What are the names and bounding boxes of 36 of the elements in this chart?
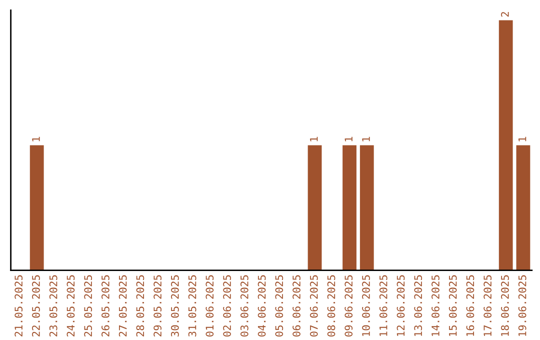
- x-tick-label: 22.05.2025: [32, 275, 40, 336]
- x-tick-label: 02.06.2025: [223, 275, 231, 336]
- data-label: 1: [310, 136, 318, 142]
- x-tick-label: 26.05.2025: [102, 275, 110, 336]
- x-tick-label: 12.06.2025: [396, 275, 405, 336]
- x-tick-label: 03.06.2025: [240, 275, 248, 336]
- x-tick-label: 16.06.2025: [466, 275, 474, 336]
- x-tick-label: 11.06.2025: [379, 275, 388, 336]
- x-tick-label: 07.06.2025: [310, 275, 318, 336]
- x-tick-label: 08.06.2025: [327, 275, 336, 336]
- x-tick-label: 17.06.2025: [484, 275, 492, 336]
- data-label: 2: [501, 12, 509, 17]
- x-tick-label: 27.05.2025: [118, 275, 127, 336]
- x-tick-label: 01.06.2025: [206, 275, 214, 336]
- data-label: 1: [32, 136, 40, 142]
- x-tick-label: 13.06.2025: [414, 275, 422, 336]
- x-tick-label: 29.05.2025: [154, 275, 162, 336]
- x-tick-label: 23.05.2025: [49, 275, 58, 336]
- x-tick-label: 14.06.2025: [432, 275, 440, 336]
- x-tick-label: 24.05.2025: [66, 275, 75, 336]
- x-tick-label: 10.06.2025: [362, 275, 370, 336]
- x-tick-label: 28.05.2025: [136, 275, 144, 336]
- x-tick-label: 06.06.2025: [292, 275, 300, 336]
- x-tick-label: 25.05.2025: [84, 275, 92, 336]
- x-tick-label: 18.06.2025: [501, 275, 509, 336]
- data-label: 1: [344, 136, 352, 142]
- x-tick-label: 30.05.2025: [170, 275, 179, 336]
- x-tick-label: 09.06.2025: [344, 275, 353, 336]
- x-tick-label: 21.05.2025: [14, 275, 23, 336]
- x-tick-label: 31.05.2025: [188, 275, 196, 336]
- x-tick-label: 15.06.2025: [448, 275, 457, 336]
- x-tick-label: 19.06.2025: [518, 275, 526, 336]
- data-label: 1: [518, 136, 526, 142]
- x-tick-label: 05.06.2025: [275, 275, 284, 336]
- x-tick-label: 04.06.2025: [258, 275, 266, 336]
- data-label: 1: [362, 136, 370, 142]
